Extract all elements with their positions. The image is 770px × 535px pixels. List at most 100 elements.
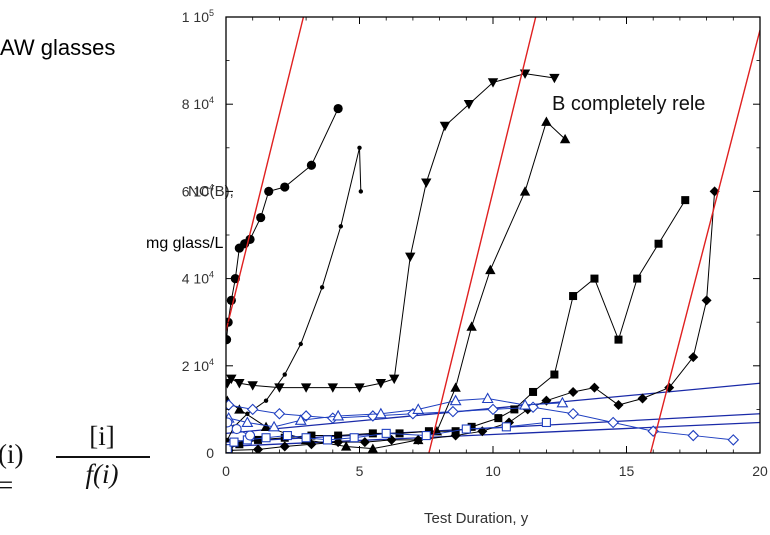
series-3-point — [439, 121, 451, 132]
series-9-point — [501, 422, 511, 432]
series-3-point — [463, 100, 475, 110]
annotation-b-released: B completely rele — [552, 93, 706, 115]
x-tick-label: 15 — [619, 463, 635, 479]
series-4-point — [340, 441, 352, 451]
series-5-point — [510, 405, 519, 414]
series-3-line — [226, 73, 555, 389]
series-10-point — [226, 417, 233, 428]
series-4-point — [559, 133, 571, 144]
series-7-open-diamond — [226, 399, 740, 446]
series-6-point — [589, 382, 600, 393]
series-8-point — [519, 398, 531, 410]
series-8-point — [412, 403, 425, 414]
series-3-point — [421, 178, 432, 188]
series-3-point — [549, 73, 560, 84]
x-tick-label: 20 — [752, 463, 768, 479]
series-5-point — [550, 370, 559, 379]
y-tick-label: 2 104 — [182, 357, 214, 374]
series-2-point — [357, 145, 362, 150]
series-5-point — [467, 422, 476, 431]
series-1-point — [264, 186, 274, 196]
series-2-point — [226, 437, 230, 443]
series-3-triangle-down — [226, 69, 560, 393]
series-9-point — [229, 437, 239, 447]
series-5-point — [633, 274, 642, 283]
reference-line-2 — [428, 17, 537, 453]
series-1-point — [226, 335, 232, 345]
series-4-point — [260, 421, 272, 432]
series-3-point — [247, 381, 258, 391]
series-5-point — [681, 196, 690, 205]
series-5-point — [614, 335, 623, 344]
reference-line-1 — [226, 17, 305, 332]
series-7-point — [226, 399, 235, 411]
series-2-point — [358, 189, 364, 194]
series-7-point — [607, 416, 619, 429]
reference-line-3 — [649, 29, 760, 453]
series-4-line — [227, 120, 566, 450]
series-6-line — [228, 191, 716, 451]
series-4-point — [541, 116, 552, 126]
y-axis-label-top: NC(B), — [188, 183, 234, 200]
series-2-line — [226, 147, 362, 441]
series-1-point — [280, 182, 290, 192]
series-3-point — [327, 383, 338, 393]
series-9-point — [421, 431, 431, 441]
series-8-open-triangle — [226, 392, 569, 432]
formula-numerator: [i] — [89, 421, 115, 451]
series-7-point — [487, 403, 499, 416]
series-2-smalldot — [226, 145, 364, 443]
formula-denominator: f(i) — [85, 459, 119, 489]
series-5-point — [307, 431, 316, 440]
y-tick-label: 4 104 — [182, 270, 214, 287]
series-8-point — [268, 420, 280, 432]
series-4-point — [367, 443, 379, 453]
series-6-point — [253, 444, 264, 453]
series-3-point — [487, 78, 499, 88]
series-6-point — [413, 434, 424, 445]
series-3-point — [405, 252, 416, 262]
series-9-point — [282, 431, 292, 441]
series-7-point — [273, 407, 286, 420]
series-3-point — [234, 379, 245, 389]
series-10-point — [231, 423, 242, 435]
y-axis-label-bottom: mg glass/L — [146, 235, 224, 252]
series-3-point — [375, 379, 387, 389]
series-5-point — [254, 435, 263, 444]
series-5-point — [590, 274, 599, 283]
series-1-circle — [226, 103, 343, 345]
series-3-point — [300, 383, 312, 393]
series-5-point — [569, 292, 578, 301]
series-6-point — [637, 393, 648, 404]
y-tick-label: 6 104 — [182, 182, 214, 199]
series-9-open-square — [226, 417, 551, 453]
series-8-point — [449, 394, 462, 406]
series-2-point — [338, 224, 344, 229]
series-5-point — [654, 239, 663, 248]
series-4-point — [450, 382, 461, 392]
series-6-point — [568, 386, 579, 397]
series-5-square — [226, 196, 690, 453]
series-7-point — [246, 403, 259, 416]
y-tick-label: 1 105 — [182, 8, 214, 25]
series-7-point — [300, 410, 312, 422]
series-9-point — [381, 428, 391, 438]
series-3-point — [226, 374, 237, 385]
series-3-point — [354, 383, 365, 393]
series-2-point — [282, 372, 287, 377]
series-5-point — [368, 429, 377, 438]
series-6-point — [701, 295, 712, 306]
heading-fragment: AW glasses — [0, 35, 116, 60]
x-axis-label: Test Duration, y — [424, 510, 529, 527]
series-4-point — [519, 186, 531, 196]
series-8-point — [241, 416, 254, 428]
series-6-point — [359, 437, 370, 448]
formula-fraction-bar — [56, 456, 150, 458]
series-8-point — [332, 409, 345, 421]
plot-content — [226, 17, 760, 453]
series-1-point — [306, 160, 317, 170]
series-7-point — [447, 405, 459, 418]
series-3-point — [389, 374, 400, 385]
